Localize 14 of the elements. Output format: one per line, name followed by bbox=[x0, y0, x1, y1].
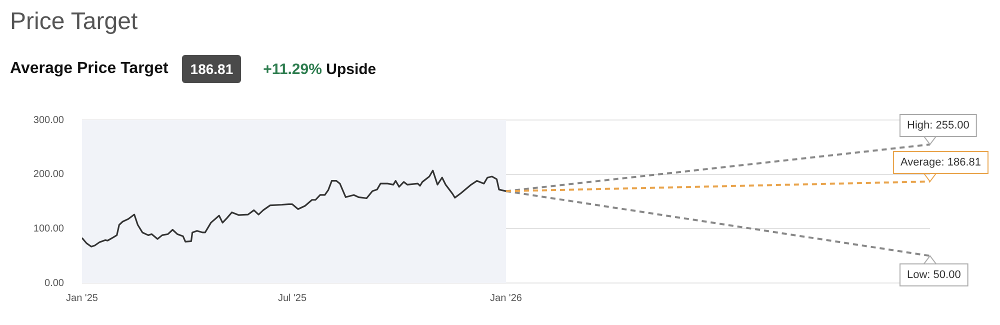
annotation: Average: 186.81 bbox=[900, 156, 981, 169]
x-tick-label: Jan '26 bbox=[490, 292, 522, 304]
y-tick-label: 100.00 bbox=[33, 223, 64, 234]
x-tick-label: Jul '25 bbox=[278, 292, 307, 304]
annotation: High: 255.00 bbox=[907, 119, 970, 132]
y-tick-label: 300.00 bbox=[33, 114, 64, 126]
annotation: Low: 50.00 bbox=[907, 268, 961, 281]
text: 186.81 bbox=[182, 55, 242, 83]
text: +11.29% Upside bbox=[263, 60, 376, 78]
y-tick-label: 0.00 bbox=[44, 278, 64, 289]
chart-title: Price Target bbox=[10, 8, 139, 37]
chart-subtitle: Average Price Target bbox=[10, 60, 168, 78]
x-tick-label: Jan '25 bbox=[66, 292, 98, 304]
y-tick-label: 200.00 bbox=[33, 169, 64, 180]
